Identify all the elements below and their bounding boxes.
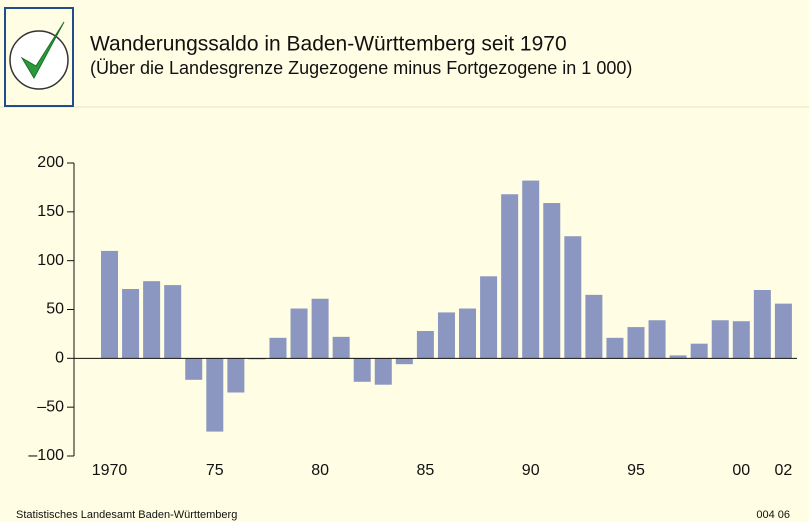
y-tick-label: –50 — [37, 398, 64, 415]
code: 004 06 — [756, 509, 790, 521]
bar — [774, 303, 792, 359]
bar — [459, 308, 477, 359]
bar — [269, 337, 287, 359]
bar — [395, 358, 413, 365]
bar — [332, 336, 350, 359]
bar — [374, 358, 392, 385]
logo-check — [20, 21, 65, 80]
x-tick-label: 00 — [732, 462, 750, 479]
bar — [690, 343, 708, 359]
y-tick-label: 100 — [37, 252, 64, 269]
x-tick-label: 02 — [775, 462, 793, 479]
x-tick-label: 75 — [206, 462, 224, 479]
bar — [501, 194, 519, 359]
logo-circle — [9, 30, 69, 90]
x-tick-label: 95 — [627, 462, 645, 479]
bar — [122, 288, 140, 359]
bar — [416, 330, 434, 359]
bar — [606, 337, 624, 359]
bar — [185, 358, 203, 380]
bar — [437, 312, 455, 359]
bar — [164, 285, 182, 359]
x-tick-label: 90 — [522, 462, 540, 479]
bar — [290, 308, 308, 359]
bar — [311, 298, 329, 359]
bar — [669, 355, 687, 359]
x-tick-label: 80 — [311, 462, 329, 479]
bar — [206, 358, 224, 432]
bar — [648, 320, 666, 359]
x-tick-label: 85 — [417, 462, 435, 479]
bar — [522, 180, 540, 359]
bar — [101, 250, 118, 359]
source: Statistisches Landesamt Baden-Württember… — [16, 509, 237, 521]
y-tick-label: 0 — [55, 350, 64, 367]
chart-title: Wanderungssaldo in Baden-Württemberg sei… — [90, 33, 567, 56]
bar — [753, 289, 771, 359]
x-tick-label: 1970 — [92, 462, 128, 479]
y-tick-label: –100 — [28, 447, 64, 464]
bar — [711, 320, 729, 359]
bar — [227, 358, 245, 393]
bar — [627, 327, 645, 359]
bar — [480, 276, 498, 359]
bar — [585, 294, 603, 359]
bar — [543, 203, 561, 359]
bar — [353, 358, 371, 382]
y-tick-label: 200 — [37, 154, 64, 171]
bar — [564, 236, 582, 359]
bar — [732, 321, 750, 359]
bar — [143, 281, 161, 359]
y-tick-label: 50 — [46, 301, 64, 318]
y-tick-label: 150 — [37, 203, 64, 220]
chart-subtitle: (Über die Landesgrenze Zugezogene minus … — [90, 58, 632, 78]
